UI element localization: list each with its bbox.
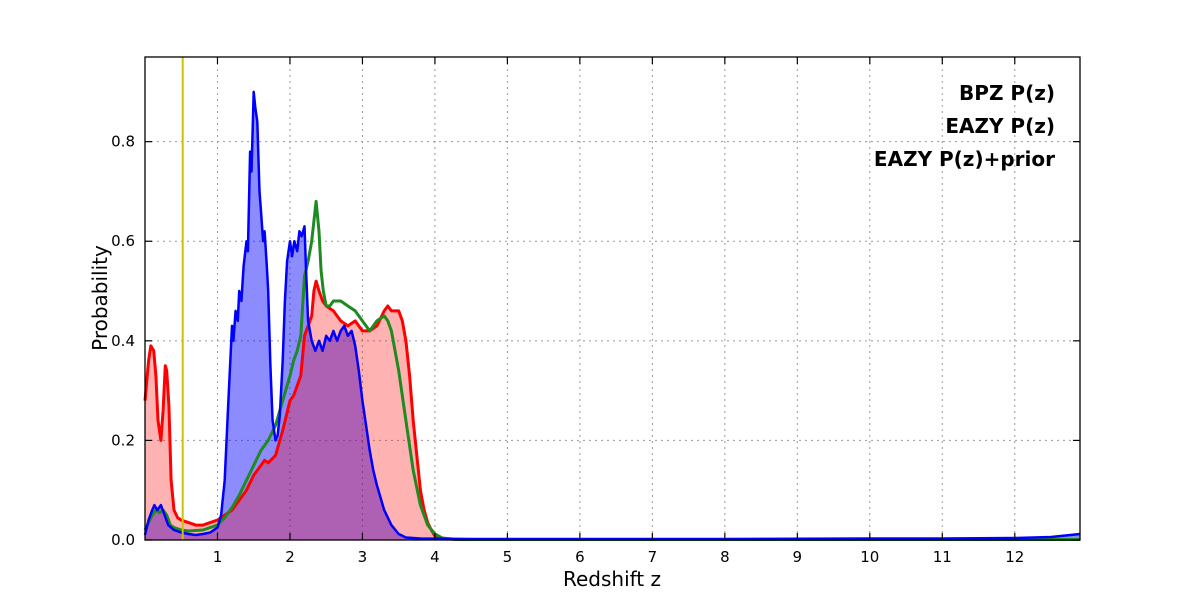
series-line-1 [143,279,1080,541]
x-tick-label: 8 [720,548,730,566]
plot-frame [144,56,1081,541]
series-fill-1 [145,281,1080,540]
legend: BPZ P(z) EAZY P(z) EAZY P(z)+prior [874,81,1055,171]
x-tick-label: 3 [358,548,368,566]
legend-entry-eazy: EAZY P(z) [945,114,1055,138]
legend-entry-eazy-prior: EAZY P(z)+prior [874,147,1055,171]
series-line-0 [143,90,1081,541]
y-tick-label: 0.6 [111,232,135,250]
series-layer [143,90,1081,541]
x-tick-label: 9 [793,548,803,566]
legend-entry-bpz: BPZ P(z) [959,81,1055,105]
y-tick-label: 0.2 [111,431,135,449]
x-tick-label: 10 [860,548,879,566]
x-tick-label: 1 [213,548,223,566]
y-axis-label: Probability [88,245,112,351]
tick-label-layer: 1 2 3 4 5 6 7 8 9 10 11 120.00.20.40.60.8 [111,133,1024,566]
x-tick-label: 11 [933,548,952,566]
grid-layer [145,57,1080,540]
y-tick-label: 0.4 [111,332,135,350]
x-axis-label: Redshift z [563,567,661,591]
x-tick-label: 7 [648,548,658,566]
series-line-2 [143,199,1080,541]
y-tick-label: 0.8 [111,133,135,151]
y-tick-label: 0.0 [111,531,135,549]
x-tick-label: 12 [1005,548,1024,566]
x-tick-label: 2 [285,548,295,566]
x-tick-label: 4 [430,548,440,566]
x-tick-label: 6 [575,548,585,566]
x-tick-label: 5 [503,548,513,566]
